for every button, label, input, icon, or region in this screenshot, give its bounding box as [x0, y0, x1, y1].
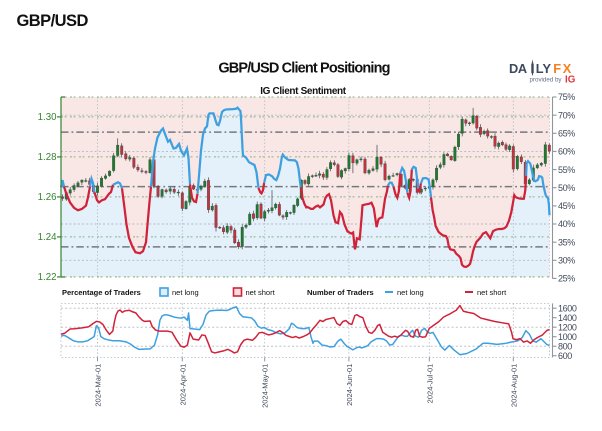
svg-text:Percentage of Traders: Percentage of Traders	[62, 288, 141, 297]
svg-text:1400: 1400	[558, 313, 577, 323]
svg-text:2024-Aug-01: 2024-Aug-01	[509, 364, 518, 407]
svg-text:1.22: 1.22	[38, 272, 57, 283]
svg-text:IG Client Sentiment: IG Client Sentiment	[260, 86, 347, 97]
svg-text:65%: 65%	[558, 129, 575, 139]
svg-text:800: 800	[558, 341, 572, 351]
svg-text:2024-Apr-01: 2024-Apr-01	[178, 364, 187, 406]
svg-text:600: 600	[558, 351, 572, 361]
svg-text:45%: 45%	[558, 201, 575, 211]
svg-text:FX: FX	[553, 61, 573, 76]
svg-text:net short: net short	[246, 288, 276, 297]
svg-text:1.26: 1.26	[38, 192, 57, 203]
svg-text:net long: net long	[172, 288, 199, 297]
svg-text:Number of Traders: Number of Traders	[307, 288, 374, 297]
svg-text:55%: 55%	[558, 165, 575, 175]
svg-text:1600: 1600	[558, 303, 577, 313]
svg-text:75%: 75%	[558, 92, 575, 102]
svg-text:provided by: provided by	[530, 76, 563, 83]
svg-text:2024-Jun-01: 2024-Jun-01	[345, 364, 354, 406]
svg-text:GBP/USD: GBP/USD	[17, 12, 89, 30]
svg-text:GBP/USD Client Positioning: GBP/USD Client Positioning	[218, 60, 389, 76]
svg-text:DA: DA	[509, 61, 527, 76]
svg-text:70%: 70%	[558, 110, 575, 120]
svg-text:60%: 60%	[558, 147, 575, 157]
svg-text:2024-May-01: 2024-May-01	[261, 364, 270, 408]
svg-text:1200: 1200	[558, 322, 577, 332]
svg-text:2024-Jul-01: 2024-Jul-01	[425, 364, 434, 404]
svg-text:net long: net long	[397, 288, 424, 297]
svg-text:1.28: 1.28	[38, 152, 57, 163]
svg-text:2024-Mar-01: 2024-Mar-01	[94, 364, 103, 407]
svg-text:25%: 25%	[558, 274, 575, 284]
svg-text:1.24: 1.24	[38, 232, 57, 243]
svg-text:net short: net short	[477, 288, 507, 297]
svg-text:50%: 50%	[558, 183, 575, 193]
svg-text:1000: 1000	[558, 332, 577, 342]
svg-text:LY: LY	[536, 61, 552, 76]
svg-text:30%: 30%	[558, 256, 575, 266]
svg-text:35%: 35%	[558, 237, 575, 247]
svg-text:IG: IG	[565, 75, 576, 86]
svg-text:40%: 40%	[558, 219, 575, 229]
svg-text:1.30: 1.30	[38, 112, 57, 123]
